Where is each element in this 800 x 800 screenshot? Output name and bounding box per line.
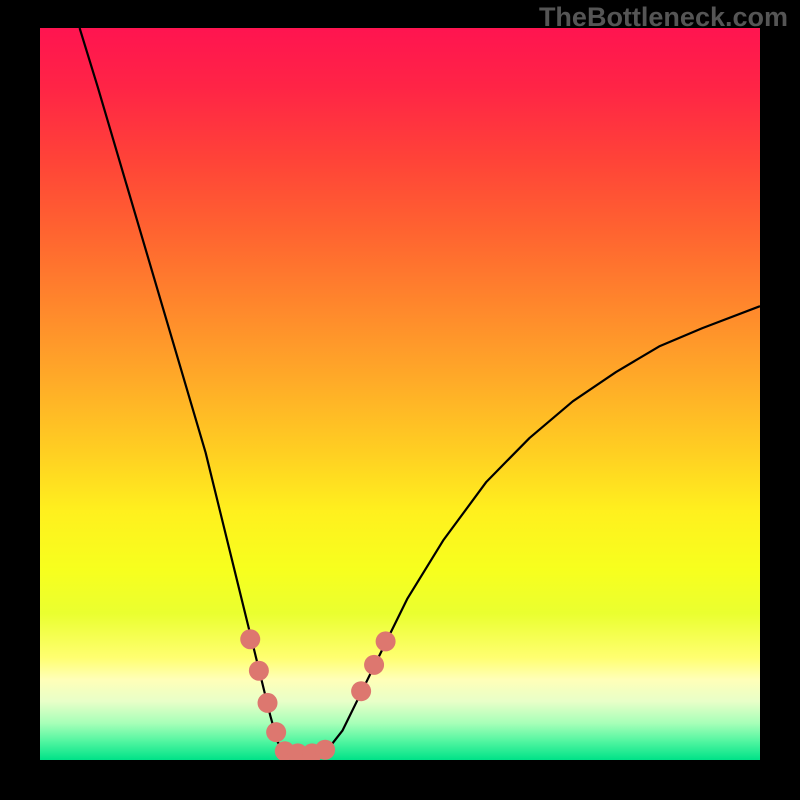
bottleneck-chart [40,28,760,760]
watermark-text: TheBottleneck.com [539,2,788,33]
curve-marker [258,693,278,713]
gradient-background [40,28,760,760]
curve-marker [376,631,396,651]
chart-stage: TheBottleneck.com [0,0,800,800]
curve-marker [240,629,260,649]
curve-marker [364,655,384,675]
curve-marker [351,681,371,701]
curve-marker [315,740,335,760]
plot-area [40,28,760,760]
curve-marker [249,661,269,681]
curve-marker [266,722,286,742]
